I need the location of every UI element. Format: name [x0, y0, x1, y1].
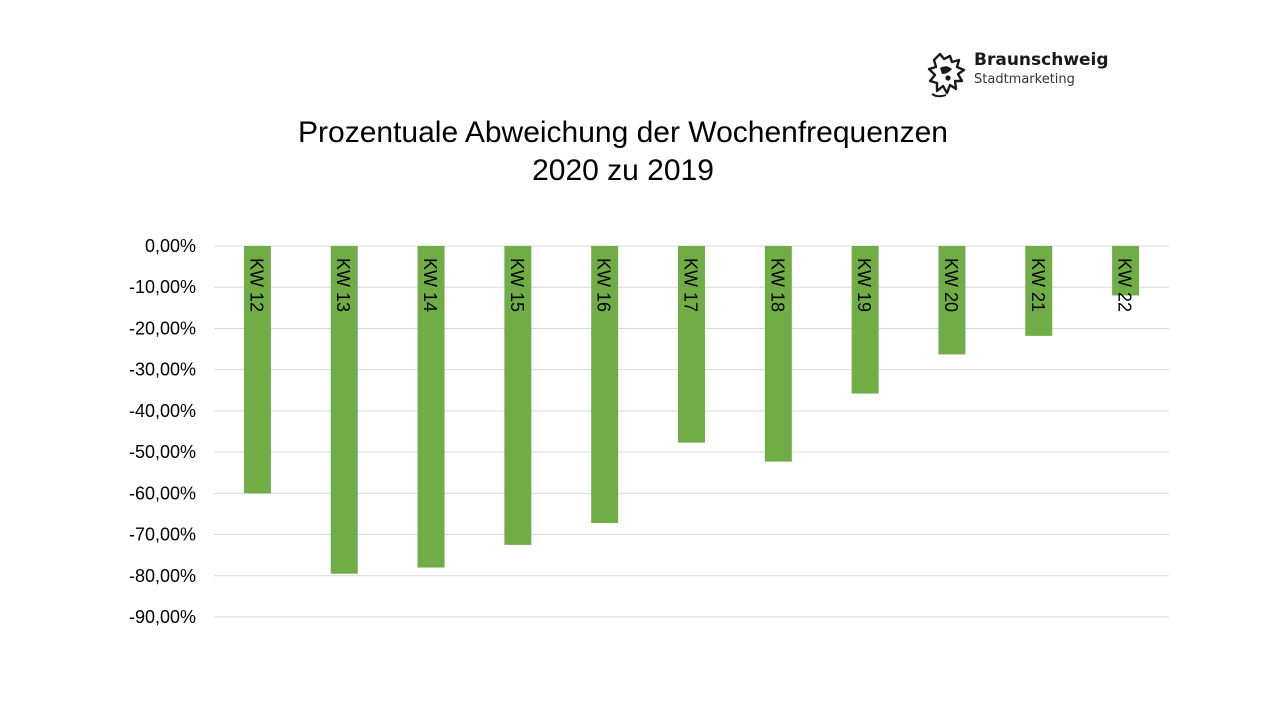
y-tick-label: -50,00% — [129, 442, 196, 462]
bar-category-label: KW 20 — [941, 258, 961, 312]
bar-category-label: KW 12 — [246, 258, 266, 312]
bar — [938, 246, 966, 355]
bar-category-label: KW 14 — [420, 258, 440, 312]
bar-category-label: KW 18 — [767, 258, 787, 312]
bar-category-label: KW 19 — [854, 258, 874, 312]
bar — [1112, 246, 1140, 296]
y-tick-label: -60,00% — [129, 483, 196, 503]
bar-category-labels: KW 12 KW 13 KW 14 KW 15 KW 16 KW 17 KW 18 KW 19… — [246, 258, 1134, 312]
logo: Braunschweig Stadtmarketing — [924, 48, 1124, 104]
bar-category-label: KW 13 — [333, 258, 353, 312]
chart-title: Prozentuale Abweichung der Wochenfrequen… — [0, 114, 1246, 190]
y-tick-label: -10,00% — [129, 277, 196, 297]
bar — [504, 246, 532, 545]
logo-subtitle: Stadtmarketing — [974, 72, 1075, 87]
bar-category-label: KW 16 — [594, 258, 614, 312]
bar — [764, 246, 792, 462]
y-tick-label: -40,00% — [129, 401, 196, 421]
bar — [417, 246, 445, 568]
y-tick-label: -20,00% — [129, 318, 196, 338]
y-tick-label: 0,00% — [145, 236, 196, 256]
y-axis-tick-labels: 0,00% -10,00% -20,00% -30,00% -40,00% -50,00%… — [129, 236, 196, 627]
bar-category-label: KW 22 — [1115, 258, 1135, 312]
y-tick-label: -70,00% — [129, 525, 196, 545]
bar-category-label: KW 21 — [1028, 258, 1048, 312]
bar — [851, 246, 879, 394]
bar — [678, 246, 705, 443]
y-tick-label: -90,00% — [129, 607, 196, 627]
lion-coat-of-arms-icon — [927, 52, 966, 98]
y-tick-label: -80,00% — [129, 566, 196, 586]
bar-category-label: KW 17 — [681, 258, 701, 312]
bar — [330, 246, 358, 574]
bar — [591, 246, 619, 524]
logo-name: Braunschweig — [974, 50, 1109, 70]
bar — [1025, 246, 1053, 336]
chart-title-line-2: 2020 zu 2019 — [532, 154, 714, 187]
bars — [243, 246, 1140, 574]
y-tick-label: -30,00% — [129, 360, 196, 380]
bar-category-label: KW 15 — [507, 258, 527, 312]
chart-title-line-1: Prozentuale Abweichung der Wochenfrequen… — [298, 116, 948, 149]
bar — [243, 246, 271, 494]
